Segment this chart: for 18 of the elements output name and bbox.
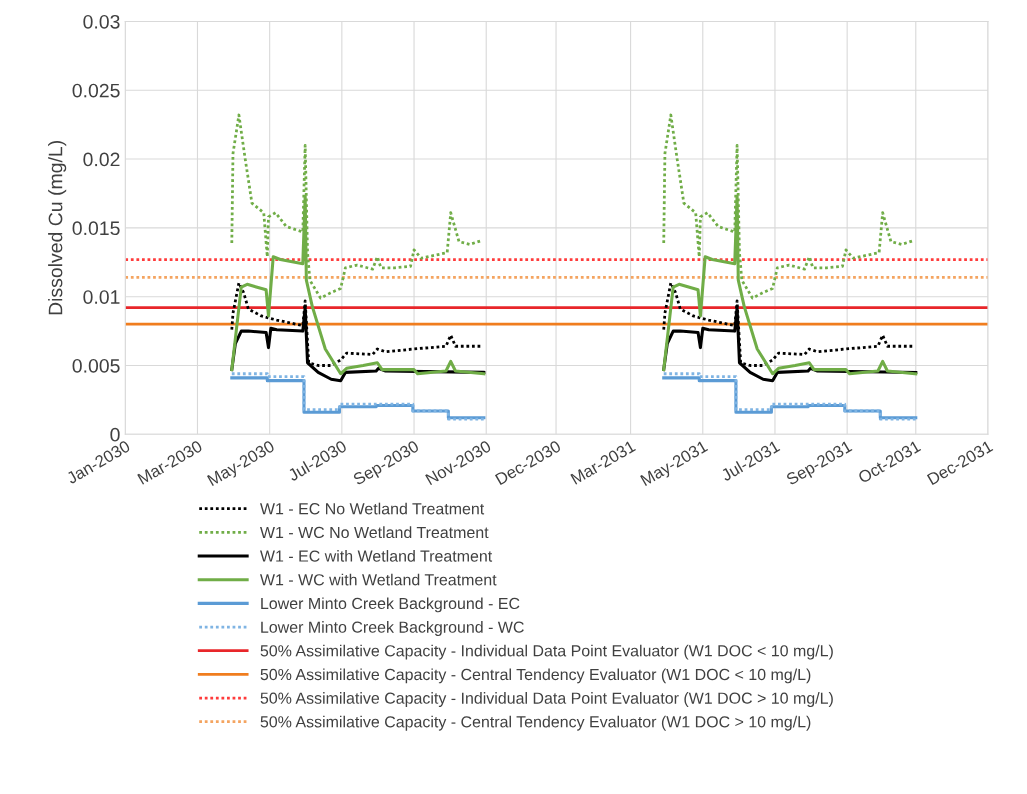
y-tick-label: 0.02 xyxy=(83,152,120,167)
legend-label: Lower Minto Creek Background - EC xyxy=(261,597,520,613)
y-tick-label: 0.01 xyxy=(83,290,120,304)
y-tick-label: 0.025 xyxy=(72,83,120,98)
y-tick-label: 0 xyxy=(110,427,120,442)
legend-label: W1 - EC No Wetland Treatment xyxy=(260,502,485,515)
y-tick-label: 0.03 xyxy=(83,14,120,29)
legend-label: 50% Assimilative Capacity - Central Tendency Evaluator (W1 DOC < 10 mg/L) xyxy=(260,668,811,684)
legend-label: Lower Minto Creek Background - WC xyxy=(261,621,524,636)
legend-label: 50% Assimilative Capacity - Central Tendency Evaluator (W1 DOC > 10 mg/L) xyxy=(260,715,811,731)
legend-label: W1 - WC No Wetland Treatment xyxy=(260,526,489,539)
legend-label: 50% Assimilative Capacity - Individual Data Point Evaluator (W1 DOC < 10 mg/L) xyxy=(260,644,833,660)
y-axis-title: Dissolved Cu (mg/L) xyxy=(48,141,67,315)
legend-label: W1 - WC with Wetland Treatment xyxy=(260,573,497,586)
legend-label: 50% Assimilative Capacity - Individual Data Point Evaluator (W1 DOC > 10 mg/L) xyxy=(260,692,833,707)
y-tick-label: 0.015 xyxy=(72,221,120,236)
y-tick-label: 0.005 xyxy=(72,358,120,373)
legend-label: W1 - EC with Wetland Treatment xyxy=(260,550,493,562)
